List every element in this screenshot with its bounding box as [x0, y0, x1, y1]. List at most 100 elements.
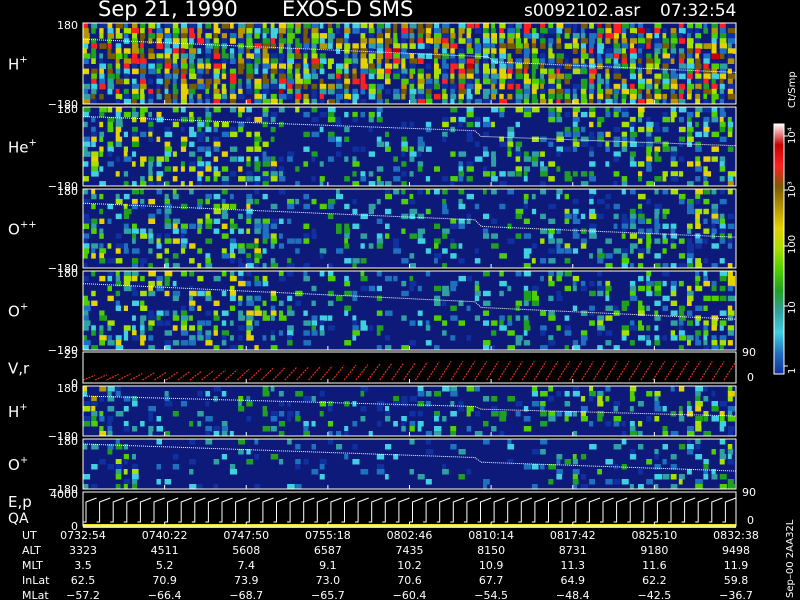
energy-sweep [83, 497, 737, 523]
trace-line [82, 202, 737, 238]
panel-species-label: V,r [8, 360, 30, 378]
panel-heplus: He+ 180 −180 [8, 103, 737, 193]
table-cell: 5608 [232, 544, 260, 557]
colorbar-tick-label: 10⁴ [787, 127, 798, 144]
table-cell: 11.6 [642, 559, 667, 572]
table-cell: 70.6 [397, 574, 422, 587]
panel-species-label: O+ [8, 302, 28, 321]
table-row-label: UT [22, 529, 37, 542]
header-time: 07:32:54 [660, 1, 736, 21]
table-cell: −68.7 [229, 589, 263, 600]
y-max-label: 180 [57, 382, 78, 395]
y-min-label: 0 [71, 520, 78, 533]
table-cell: −60.4 [393, 589, 427, 600]
colorbar-tick-label: 100 [787, 235, 798, 254]
colorbar-tick-label: 10 [787, 301, 798, 314]
header-instrument: EXOS-D SMS [282, 0, 413, 21]
table-cell: −65.7 [311, 589, 345, 600]
panel-oplus-1: O+ 180 −180 [8, 267, 737, 357]
panel-qa-label: QA [8, 511, 29, 527]
y-max-label: 180 [57, 103, 78, 116]
panel-hplus-1: H+ 180 −180 [8, 19, 737, 111]
right-axis-bottom-label: 0 [747, 514, 754, 527]
header-date: Sep 21, 1990 [98, 0, 238, 21]
y-max-label: 180 [57, 185, 78, 198]
table-cell: 5.2 [156, 559, 174, 572]
table-cell: 11.3 [561, 559, 586, 572]
y-min-label: −180 [48, 98, 78, 111]
table-cell: 0825:10 [632, 529, 678, 542]
y-min-label: −180 [48, 430, 78, 443]
table-cell: 0740:22 [142, 529, 188, 542]
table-cell: 73.0 [316, 574, 341, 587]
right-axis-bottom-label: 0 [747, 371, 754, 384]
header-file: s0092102.asr [524, 1, 640, 21]
colorbar-units: Ct/Smp [787, 71, 798, 108]
table-cell: 4511 [151, 544, 179, 557]
table-cell: 0732:54 [60, 529, 106, 542]
table-cell: 64.9 [561, 574, 586, 587]
table-cell: 0747:50 [223, 529, 269, 542]
table-row-label: MLat [22, 589, 49, 600]
table-cell: 70.9 [152, 574, 177, 587]
colorbar-tick-label: 10³ [787, 181, 798, 198]
panel-oplusplus: O++ 180 −180 [8, 185, 737, 275]
panel-vr: V,r 25 0 90 0 [8, 346, 756, 390]
trace-line [82, 38, 737, 73]
table-cell: 7435 [396, 544, 424, 557]
orbit-parameter-table: UT 0732:54 0740:22 0747:50 0755:18 0802:46 081… [22, 529, 759, 600]
y-min-label: −180 [48, 344, 78, 357]
panel-ep: E,pQA 4000 0 90 0 [8, 486, 756, 533]
panel-background [83, 352, 736, 383]
table-cell: 3323 [69, 544, 97, 557]
colorbar: Ct/Smp 10⁴ 10³ 100 10 1 [773, 71, 798, 375]
table-cell: 3.5 [74, 559, 92, 572]
table-row-label: ALT [22, 544, 41, 557]
panel-hplus-2: H+ 180 −180 [8, 382, 737, 443]
right-axis-top-label: 90 [742, 486, 756, 499]
panel-species-label: H+ [8, 55, 28, 74]
table-cell: 0810:14 [468, 529, 514, 542]
table-cell: −48.4 [556, 589, 590, 600]
y-min-label: 0 [71, 377, 78, 390]
panel-species-label: He+ [8, 138, 37, 157]
panel-species-label: O++ [8, 220, 37, 239]
table-cell: 0832:38 [713, 529, 759, 542]
trace-line [82, 443, 737, 472]
y-max-label: 4000 [50, 488, 78, 501]
y-min-label: −180 [48, 483, 78, 496]
trace-line [82, 395, 737, 417]
trace-line [82, 116, 737, 147]
table-cell: −57.2 [66, 589, 100, 600]
colorbar-frame [773, 123, 785, 375]
table-cell: 11.9 [724, 559, 749, 572]
table-cell: 59.8 [724, 574, 749, 587]
table-cell: 67.7 [479, 574, 504, 587]
panel-background [83, 492, 736, 526]
panel-species-label: O+ [8, 455, 28, 474]
side-note: Sep–00 2AA32L [785, 519, 796, 598]
table-cell: 9180 [640, 544, 668, 557]
table-cell: 10.9 [479, 559, 504, 572]
table-cell: 0817:42 [550, 529, 596, 542]
table-cell: 8150 [477, 544, 505, 557]
table-cell: −42.5 [638, 589, 672, 600]
panel-species-label: E,p [8, 493, 32, 511]
table-row-label: MLT [22, 559, 43, 572]
table-cell: −36.7 [719, 589, 753, 600]
y-max-label: 180 [57, 19, 78, 32]
y-max-label: 180 [57, 267, 78, 280]
table-cell: 6587 [314, 544, 342, 557]
table-cell: 7.4 [238, 559, 256, 572]
table-cell: 10.2 [397, 559, 422, 572]
colorbar-gradient [774, 124, 784, 374]
y-min-label: −180 [48, 180, 78, 193]
table-cell: −54.5 [474, 589, 508, 600]
y-max-label: 180 [57, 435, 78, 448]
table-cell: 9.1 [319, 559, 337, 572]
table-row-label: InLat [22, 574, 50, 587]
table-cell: 62.5 [71, 574, 96, 587]
right-axis-top-label: 90 [742, 346, 756, 359]
table-cell: 0755:18 [305, 529, 351, 542]
